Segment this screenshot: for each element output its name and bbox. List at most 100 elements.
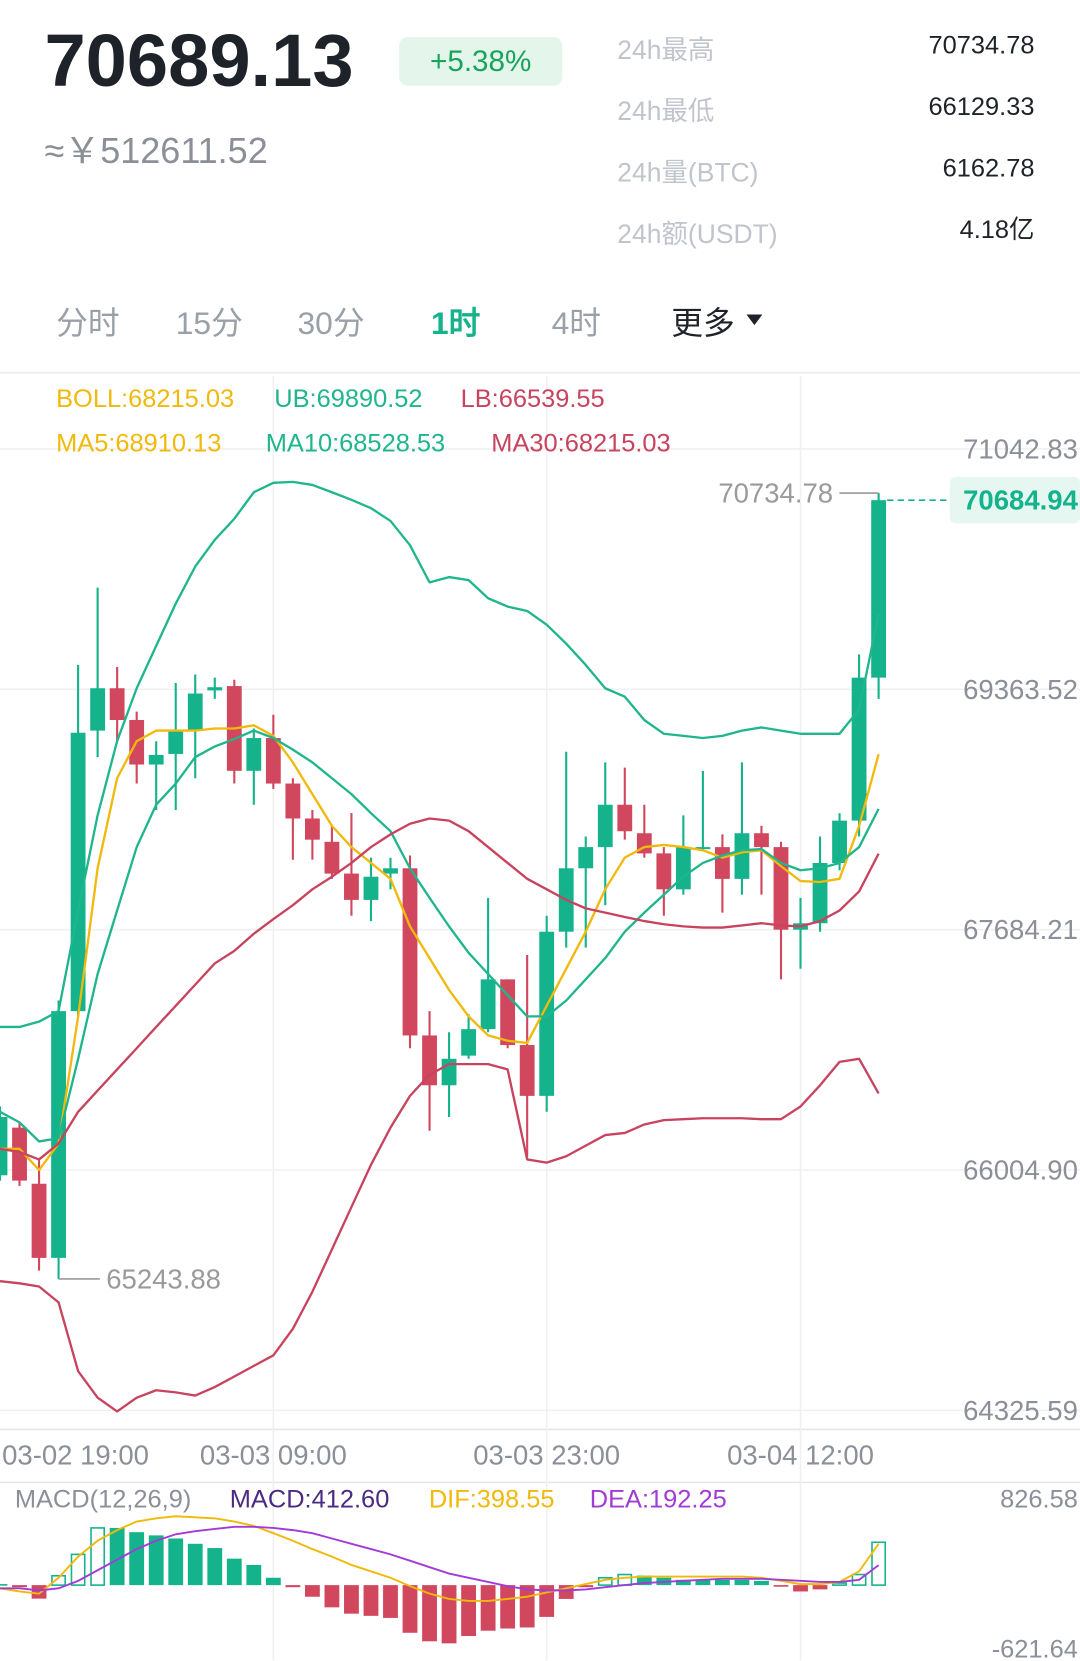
stat-label: 24h最高 [617,35,714,65]
macd-bar [500,1585,516,1629]
candle-body [441,1058,457,1086]
candle-body [812,862,828,924]
candle-body [519,1045,535,1096]
interval-tab[interactable]: 分时 [56,305,119,341]
candle-body [461,1029,477,1056]
plot [0,480,887,1644]
macd-bar [383,1585,398,1618]
macd-bar [422,1585,437,1642]
macd-bar [754,1580,769,1586]
macd-bar [402,1585,418,1633]
macd-bar [519,1585,535,1628]
candle-body [500,979,516,1046]
interval-tab[interactable]: 更多 [671,305,735,341]
candle-body [578,847,594,869]
candle-body [12,1127,27,1181]
macd-bar [207,1548,223,1586]
macd-legend: DIF:398.55 [429,1485,555,1513]
interval-tab[interactable]: 4时 [552,305,601,341]
candle-body [871,500,887,678]
macd-bar [285,1585,301,1588]
macd-bar [695,1579,711,1586]
change-text: +5.38% [430,45,531,78]
y-tick-label: 66004.90 [963,1155,1078,1186]
macd-legend: MACD:412.60 [230,1485,390,1513]
macd-bar [51,1574,66,1586]
macd-bar [168,1538,184,1586]
indicator-line [0,1057,880,1413]
overlay: 24h最高 70734.78 24h最低 66129.33 24h量(BTC) 6162.… [2,32,1080,1661]
candle-body [617,804,633,832]
macd-bar [70,1553,86,1586]
stat-label: 24h额(USDT) [617,219,777,249]
macd-bar [832,1582,847,1586]
candle-body [109,688,125,721]
candle-body [734,833,750,879]
candle-body [207,687,223,691]
candle-body [246,738,262,771]
indicator-line [0,817,880,1161]
indicator-line [0,729,880,1143]
candle-body [148,754,164,765]
macd-title: MACD(12,26,9) [15,1485,192,1513]
stat-value: 66129.33 [929,93,1035,121]
candle-body [539,931,555,1096]
x-tick-label: 03-04 12:00 [727,1439,874,1470]
legend-item: UB:69890.52 [274,385,422,413]
candle-body [187,693,203,731]
macd-bar [461,1585,477,1636]
macd-bar [12,1585,27,1588]
macd-bar [31,1585,47,1599]
macd-bar [793,1585,808,1592]
last-price-box [949,476,1080,524]
macd-bar [226,1558,242,1586]
interval-tab[interactable]: 1时 [431,305,481,341]
candle-body [31,1183,47,1258]
macd-bar [363,1585,379,1616]
interval-tab[interactable]: 15分 [176,305,243,341]
macd-line [0,1515,880,1602]
candle-body [402,868,418,1036]
candle-body [851,677,867,821]
interval-tab[interactable]: 30分 [298,305,365,341]
macd-bar [90,1527,106,1586]
grid [0,375,1080,1661]
candle-body [363,876,379,900]
macd-legend: DEA:192.25 [590,1485,727,1513]
macd-bar [675,1579,691,1586]
legend-item: MA30:68215.03 [491,430,670,458]
candle-body [656,853,672,890]
x-tick-label: 03-03 23:00 [473,1439,620,1470]
dropdown-arrow[interactable] [746,314,763,326]
macd-bar [265,1577,281,1586]
macd-bar [578,1585,594,1588]
legend-item: MA10:68528.53 [266,430,445,458]
candle-body [344,873,359,900]
candle-body [754,833,769,848]
stat-value: 70734.78 [929,32,1035,60]
candle-body [695,847,711,850]
macd-bar [246,1564,262,1586]
y-tick-label: 71042.83 [963,433,1078,464]
macd-bar [871,1541,887,1586]
macd-bar [812,1585,828,1590]
candle-body [90,688,106,731]
change-badge [399,37,563,86]
x-tick-label: 03-03 09:00 [200,1439,347,1470]
candle-body [422,1035,437,1086]
candle-body [265,738,281,784]
candle-body [324,841,340,874]
candle-body [304,818,320,840]
candle-body [285,783,301,819]
macd-tick-label: 826.58 [1000,1485,1078,1513]
candle-body [168,730,184,754]
macd-bar [109,1527,125,1586]
candle-body [0,1117,8,1176]
last-price-label: 70684.94 [963,485,1078,516]
candle-body [832,820,847,863]
stat-label: 24h最低 [617,96,714,126]
y-tick-label: 69363.52 [963,674,1078,705]
